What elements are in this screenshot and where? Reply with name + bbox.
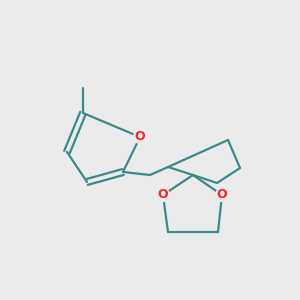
Text: O: O xyxy=(135,130,145,143)
Text: O: O xyxy=(158,188,168,202)
Text: O: O xyxy=(217,188,227,202)
